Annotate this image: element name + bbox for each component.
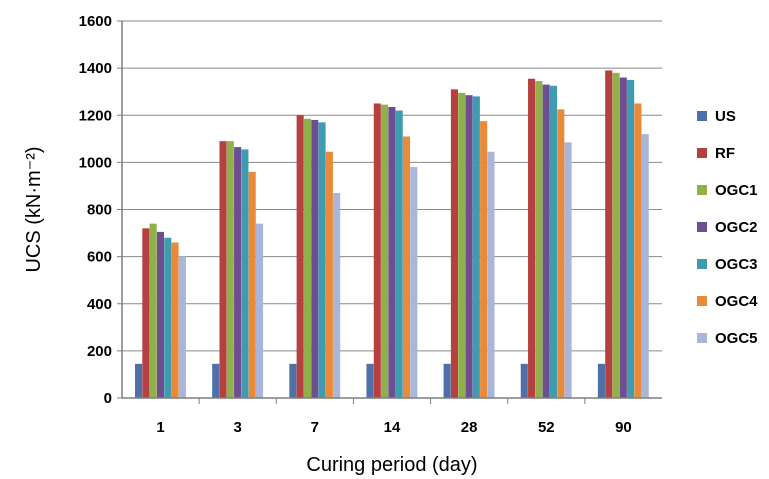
legend-label-rf: RF bbox=[715, 145, 735, 162]
bar-ogc5-3 bbox=[255, 223, 264, 398]
bar-ogc3-28 bbox=[472, 96, 480, 399]
bar-us-1 bbox=[135, 363, 143, 398]
legend-swatch-ogc4 bbox=[697, 296, 707, 306]
y-tick-label: 200 bbox=[87, 343, 112, 360]
axes bbox=[121, 21, 662, 404]
x-tick-label: 7 bbox=[311, 419, 319, 436]
y-tick-label: 1600 bbox=[79, 13, 112, 30]
x-tick-label: 3 bbox=[234, 419, 242, 436]
bar-us-7 bbox=[289, 363, 297, 398]
bar-ogc5-28 bbox=[487, 151, 495, 398]
legend-swatch-rf bbox=[697, 148, 707, 158]
bar-ogc4-7 bbox=[325, 151, 333, 398]
legend-swatch-ogc1 bbox=[697, 185, 707, 195]
y-tick-label: 600 bbox=[87, 249, 112, 266]
x-tick-label: 14 bbox=[384, 419, 401, 436]
bar-ogc1-52 bbox=[535, 81, 543, 398]
bar-ogc4-90 bbox=[634, 103, 642, 398]
legend-label-ogc3: OGC3 bbox=[715, 256, 758, 273]
bar-us-3 bbox=[212, 363, 220, 398]
bars bbox=[135, 70, 649, 399]
x-tick-label: 28 bbox=[461, 419, 478, 436]
y-tick-labels: 0 200 400 600 800 1000 1200 1400 1600 bbox=[79, 13, 112, 407]
legend-label-ogc2: OGC2 bbox=[715, 219, 758, 236]
bar-ogc1-28 bbox=[458, 92, 466, 399]
bar-ogc2-1 bbox=[156, 231, 165, 398]
bar-us-14 bbox=[366, 363, 374, 398]
bar-ogc3-3 bbox=[241, 149, 249, 398]
bar-rf-90 bbox=[605, 70, 613, 398]
bar-ogc5-1 bbox=[178, 256, 186, 399]
bar-rf-28 bbox=[450, 89, 458, 398]
bar-us-28 bbox=[443, 363, 451, 398]
y-tick-label: 800 bbox=[87, 202, 112, 219]
legend-swatch-us bbox=[697, 111, 707, 121]
bar-ogc3-1 bbox=[164, 237, 172, 398]
y-axis-title: UCS (kN·m⁻²) bbox=[23, 146, 45, 272]
legend-label-us: US bbox=[715, 108, 736, 125]
bar-ogc1-14 bbox=[381, 104, 389, 399]
bar-ogc5-7 bbox=[333, 193, 341, 398]
bar-ogc4-28 bbox=[480, 121, 488, 398]
bar-ogc4-3 bbox=[248, 171, 256, 398]
bar-ogc2-90 bbox=[619, 77, 627, 399]
bar-ogc1-1 bbox=[149, 223, 157, 398]
bar-rf-52 bbox=[528, 78, 536, 398]
legend-swatch-ogc3 bbox=[697, 259, 707, 269]
y-tick-label: 1000 bbox=[79, 154, 112, 171]
bar-ogc1-3 bbox=[226, 141, 234, 399]
bar-ogc2-14 bbox=[388, 107, 396, 398]
bar-ogc5-14 bbox=[410, 167, 418, 398]
bar-ogc1-7 bbox=[303, 118, 312, 398]
bar-ogc5-90 bbox=[641, 134, 649, 398]
bar-ogc2-28 bbox=[465, 95, 473, 398]
bar-us-52 bbox=[520, 363, 528, 398]
bar-ogc2-3 bbox=[234, 147, 242, 398]
x-tick-label: 52 bbox=[538, 419, 555, 436]
y-tick-label: 1200 bbox=[79, 107, 112, 124]
legend-label-ogc1: OGC1 bbox=[715, 182, 758, 199]
bar-ogc4-52 bbox=[557, 109, 565, 399]
bar-ogc3-14 bbox=[395, 110, 403, 398]
x-axis-title: Curing period (day) bbox=[306, 454, 477, 476]
x-tick-label: 1 bbox=[156, 419, 164, 436]
bar-rf-1 bbox=[142, 228, 150, 398]
y-tick-label: 0 bbox=[104, 390, 112, 407]
bar-ogc5-52 bbox=[564, 142, 572, 398]
bar-ogc4-14 bbox=[402, 136, 411, 398]
legend-label-ogc4: OGC4 bbox=[715, 293, 758, 310]
bar-ogc1-90 bbox=[612, 72, 620, 398]
bar-rf-7 bbox=[296, 115, 304, 398]
x-tick-labels: 1 3 7 14 28 52 90 bbox=[156, 419, 631, 436]
y-tick-label: 1400 bbox=[79, 60, 112, 77]
legend-swatch-ogc5 bbox=[697, 333, 707, 343]
bar-ogc3-52 bbox=[549, 85, 558, 399]
bar-rf-14 bbox=[373, 103, 381, 398]
y-tick-label: 400 bbox=[87, 296, 112, 313]
bar-ogc3-7 bbox=[318, 122, 326, 398]
legend-label-ogc5: OGC5 bbox=[715, 330, 758, 347]
bar-rf-3 bbox=[219, 141, 227, 399]
legend: US RF OGC1 OGC2 OGC3 OGC4 OGC5 bbox=[697, 108, 758, 347]
bar-ogc2-7 bbox=[311, 119, 319, 399]
bar-ogc4-1 bbox=[171, 242, 179, 398]
bar-ogc3-90 bbox=[627, 79, 635, 398]
legend-swatch-ogc2 bbox=[697, 222, 707, 232]
bar-ogc2-52 bbox=[542, 84, 550, 399]
x-tick-label: 90 bbox=[615, 419, 632, 436]
bar-us-90 bbox=[597, 363, 605, 398]
